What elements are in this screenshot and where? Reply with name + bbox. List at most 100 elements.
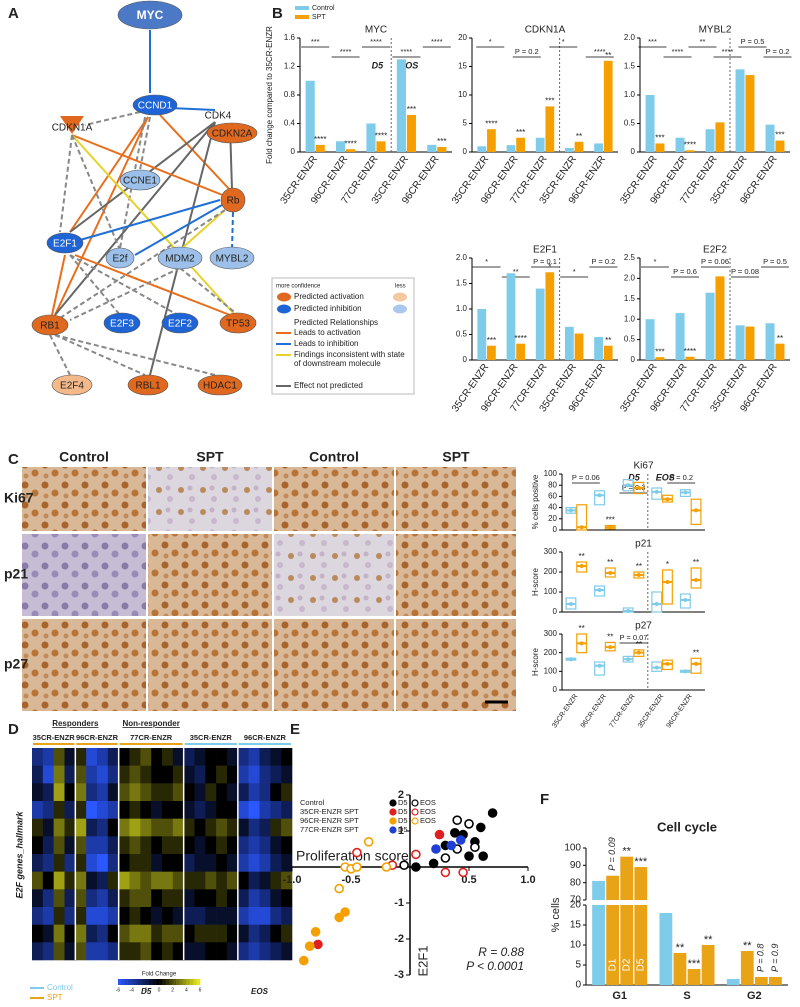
bar [655,357,665,360]
chart-title: MYBL2 [699,25,732,36]
heatmap-cell [216,924,228,943]
bar [594,337,603,360]
photo [274,534,394,616]
photo [396,467,516,531]
heatmap-cell [216,836,228,855]
heatmap-cell [151,907,163,925]
heatmap-cell [183,854,195,872]
comparison-label: ** [513,267,519,276]
heatmap-cell [281,942,293,961]
heatmap-cell [270,889,282,908]
significance: **** [514,334,526,343]
y-tick-label: 100 [544,469,558,478]
node-shape [117,0,183,30]
bar [655,143,665,152]
heatmap-cell [259,748,271,766]
row-label: p27 [4,656,28,672]
y-tick-label: 1 [398,825,404,837]
heatmap-cell [129,854,141,872]
node-label: CDKN1A [52,123,93,134]
heatmap-cell [75,783,87,802]
point [470,842,480,853]
heatmap-cell [281,783,293,802]
y-tick-label: 0 [553,607,558,616]
legend-text: Leads to inhibition [294,339,359,348]
heatmap-cell [237,783,249,802]
y-tick-label: 5 [463,119,468,128]
median-dot [665,497,670,502]
heatmap-cell [227,907,239,925]
group-label: 96CR-ENZR [76,733,119,742]
heatmap-cell [107,818,119,837]
chart-title: E2F1 [533,245,557,256]
heatmap-cell [75,801,87,819]
node-label: CCND1 [138,101,173,112]
y-tick-label: 80 [570,877,582,888]
heatmap-cell [42,942,54,961]
comparison-label: **** [594,47,606,56]
significance: **** [485,119,497,128]
bar [620,905,634,985]
y-tick-label: 2.0 [456,253,468,262]
colorbar-step [138,979,143,985]
significance: **** [314,135,326,144]
heatmap-cell [118,818,130,837]
heatmap-cell [75,889,87,908]
colorbar-step [165,979,170,985]
point [458,867,468,878]
heatmap-cell [248,836,260,855]
colorbar-step [189,979,194,985]
panel-letter: D [8,721,19,738]
comparison-label: P = 0.6 [673,267,697,276]
node-label: MDM2 [165,254,195,265]
colorbar-step [152,979,156,985]
significance: *** [655,347,664,356]
heatmap-cell [237,889,249,908]
bar [427,144,437,152]
median-dot [683,598,688,602]
heatmap-cell [183,907,195,925]
significance: P = 0.09 [607,837,617,870]
heatmap-cell [140,801,152,819]
y-tick-label: 0 [631,147,636,156]
heatmap-cell [281,818,293,837]
node-label: E2F3 [110,319,134,330]
comparison-label: * [489,37,492,46]
bar-label: D2 [621,958,632,971]
heatmap-cell [118,942,130,961]
node-shape [220,187,246,213]
heatmap-cell [162,871,174,890]
heatmap-cell [53,871,65,890]
heatmap-cell [162,889,174,908]
panel-letter: E [290,721,300,738]
bar [673,953,687,985]
photo [396,534,516,616]
period-label: EOS [251,987,269,996]
heatmap-cell [32,783,44,802]
heatmap-cell [140,783,152,802]
significance: ** [607,633,613,642]
bar [437,147,447,152]
heatmap-cell [32,907,44,925]
heatmap-cell [281,871,293,890]
significance: ** [777,334,783,343]
point [411,849,421,860]
legend-label: SPT [312,14,326,21]
node-label: MYC [137,8,164,22]
heatmap-cell [53,783,65,802]
heatmap-cell [227,765,239,784]
heatmap-cell [172,801,184,819]
heatmap-cell [97,765,109,784]
heatmap-cell [97,854,109,872]
significance: ** [676,942,685,954]
median-dot [608,571,613,575]
heatmap-cell [64,871,76,890]
median-dot [636,486,641,490]
significance: *** [655,134,664,143]
box [594,490,606,506]
photo [396,619,516,711]
legend-label: 77CR-ENZR SPT [300,825,359,834]
significance: *** [516,128,525,137]
heatmap-cell [162,924,174,943]
heatmap-cell [97,907,109,925]
